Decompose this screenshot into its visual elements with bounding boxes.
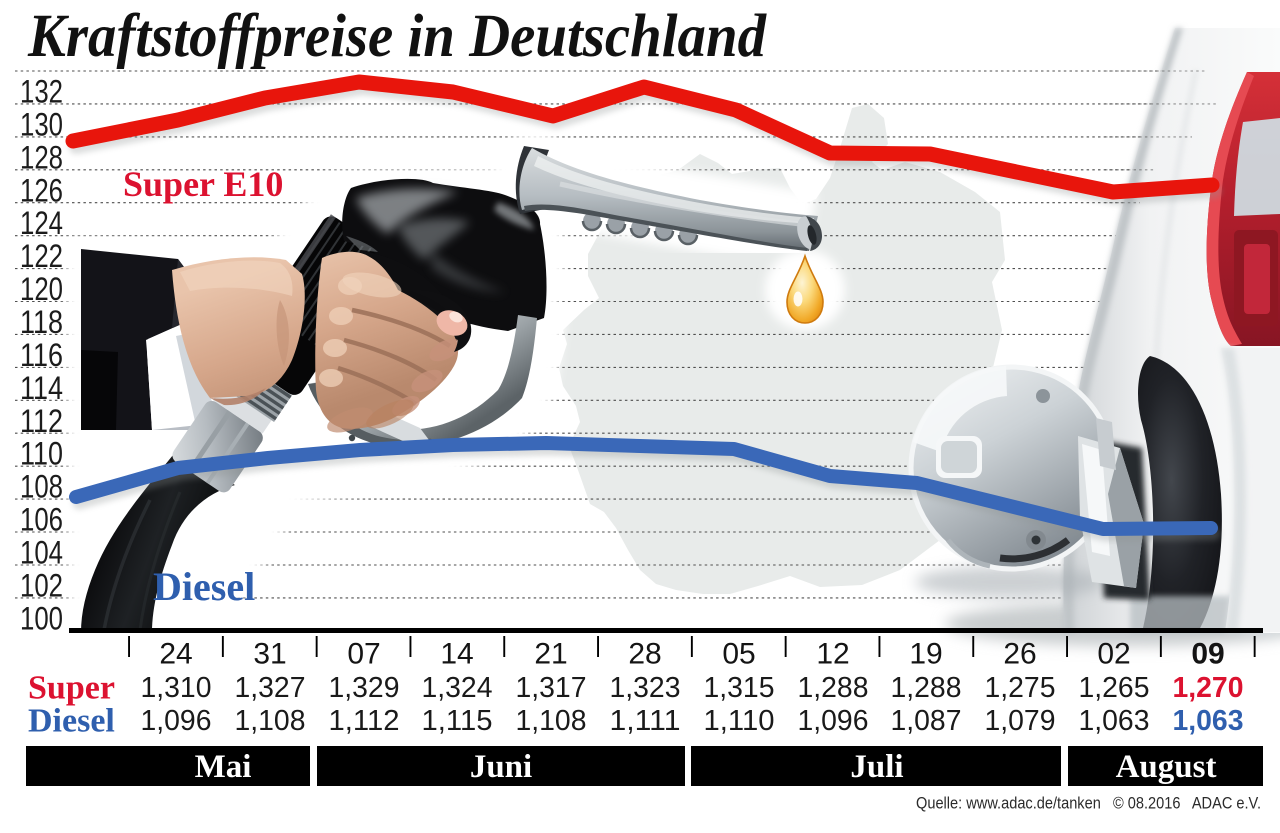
svg-text:106: 106 — [20, 502, 63, 538]
svg-text:122: 122 — [20, 238, 63, 274]
svg-text:02: 02 — [1097, 638, 1130, 671]
svg-text:1,323: 1,323 — [610, 672, 681, 704]
svg-text:1,288: 1,288 — [891, 672, 962, 704]
svg-text:1,275: 1,275 — [985, 672, 1056, 704]
svg-text:05: 05 — [722, 638, 755, 671]
svg-text:128: 128 — [20, 139, 63, 175]
svg-text:12: 12 — [816, 638, 849, 671]
svg-text:1,111: 1,111 — [610, 705, 681, 737]
svg-text:1,079: 1,079 — [985, 705, 1056, 737]
svg-text:Diesel: Diesel — [28, 703, 115, 740]
svg-text:19: 19 — [909, 638, 942, 671]
svg-text:14: 14 — [440, 638, 473, 671]
svg-text:09: 09 — [1191, 638, 1224, 671]
svg-text:31: 31 — [253, 638, 286, 671]
svg-text:28: 28 — [628, 638, 661, 671]
svg-text:Juni: Juni — [470, 749, 532, 785]
svg-text:Kraftstoffpreise in Deutschlan: Kraftstoffpreise in Deutschland — [27, 3, 767, 70]
svg-text:1,108: 1,108 — [516, 705, 587, 737]
svg-text:1,087: 1,087 — [891, 705, 962, 737]
svg-text:114: 114 — [20, 370, 63, 406]
svg-text:1,115: 1,115 — [422, 705, 493, 737]
svg-text:124: 124 — [20, 205, 63, 241]
svg-text:120: 120 — [20, 271, 63, 307]
svg-text:132: 132 — [20, 74, 63, 110]
svg-text:1,317: 1,317 — [516, 672, 587, 704]
svg-text:118: 118 — [20, 304, 63, 340]
svg-text:1,327: 1,327 — [235, 672, 306, 704]
svg-text:1,112: 1,112 — [329, 705, 400, 737]
svg-text:126: 126 — [20, 172, 63, 208]
svg-text:Super: Super — [28, 670, 115, 707]
svg-text:1,096: 1,096 — [141, 705, 212, 737]
svg-text:1,315: 1,315 — [704, 672, 775, 704]
svg-text:Quelle: www.adac.de/tanken ©: Quelle: www.adac.de/tanken © 08.2016 ADA… — [916, 794, 1261, 813]
svg-text:24: 24 — [159, 638, 192, 671]
svg-text:102: 102 — [20, 568, 63, 604]
svg-text:1,324: 1,324 — [422, 672, 493, 704]
svg-text:1,096: 1,096 — [798, 705, 869, 737]
svg-text:112: 112 — [20, 403, 63, 439]
svg-text:Diesel: Diesel — [153, 564, 255, 609]
svg-text:21: 21 — [534, 638, 567, 671]
svg-text:Mai: Mai — [195, 749, 252, 785]
svg-text:07: 07 — [347, 638, 380, 671]
svg-text:1,329: 1,329 — [329, 672, 400, 704]
svg-text:110: 110 — [20, 436, 63, 472]
svg-text:1,265: 1,265 — [1079, 672, 1150, 704]
svg-text:1,288: 1,288 — [798, 672, 869, 704]
svg-text:104: 104 — [20, 535, 63, 571]
svg-text:100: 100 — [20, 600, 63, 636]
svg-text:116: 116 — [20, 337, 63, 373]
svg-text:1,063: 1,063 — [1173, 705, 1244, 737]
svg-text:1,110: 1,110 — [704, 705, 775, 737]
svg-text:August: August — [1116, 749, 1217, 785]
svg-text:Super E10: Super E10 — [123, 164, 283, 204]
svg-text:26: 26 — [1003, 638, 1036, 671]
svg-text:1,270: 1,270 — [1173, 672, 1244, 704]
svg-text:1,063: 1,063 — [1079, 705, 1150, 737]
svg-text:Juli: Juli — [850, 749, 903, 785]
svg-text:1,108: 1,108 — [235, 705, 306, 737]
svg-text:108: 108 — [20, 469, 63, 505]
svg-text:1,310: 1,310 — [141, 672, 212, 704]
svg-text:130: 130 — [20, 106, 63, 142]
